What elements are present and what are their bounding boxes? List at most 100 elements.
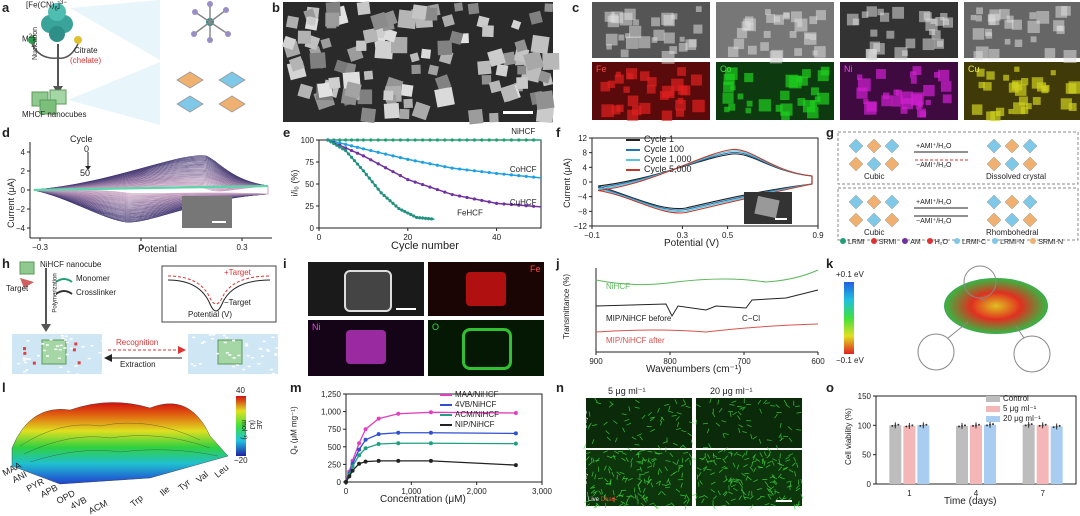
- panel-o-bar: [984, 425, 996, 484]
- panel-e-point: [350, 144, 353, 147]
- panel-j-ylabel: Transmittance (%): [562, 274, 571, 339]
- panel-f-inset-image: [744, 192, 792, 224]
- panel-e-point: [480, 170, 483, 173]
- panel-o-ytick: 0: [867, 480, 872, 489]
- panel-e-point: [406, 211, 409, 214]
- panel-e-point: [421, 183, 424, 186]
- panel-e-point: [414, 180, 417, 183]
- panel-n-live-dead: Live/Dead: [588, 497, 615, 503]
- panel-j-curve-2: [596, 290, 818, 316]
- panel-m-point: [429, 459, 433, 463]
- panel-o-legend-item: Control: [986, 394, 1041, 404]
- panel-o-xtick: 1: [907, 489, 912, 498]
- panel-e-point: [428, 185, 431, 188]
- panel-l-zlabel: ΔE (kJ mol⁻¹): [240, 420, 262, 440]
- panel-o-bar: [917, 425, 929, 484]
- panel-g-legend-item: SRMI: [871, 239, 897, 246]
- panel-d-cycle-end: 50: [80, 168, 90, 178]
- panel-e-point: [443, 165, 446, 168]
- panel-e-point: [465, 196, 468, 199]
- panel-g-top-up: +AMI⁺/H₂O: [916, 142, 951, 150]
- panel-e-point: [465, 168, 468, 171]
- panel-e-series-label: CuHCF: [510, 198, 537, 207]
- panel-e-point: [525, 175, 528, 178]
- panel-m-point: [396, 459, 400, 463]
- panel-m-point: [514, 411, 518, 415]
- panel-d-xlabel: Potential: [138, 244, 177, 255]
- panel-m-point: [377, 432, 381, 436]
- panel-j-series-1: NiHCF: [606, 282, 630, 291]
- svgM-ytick: 250: [328, 460, 342, 469]
- panel-e-point: [412, 214, 415, 217]
- panel-e-point: [362, 154, 365, 157]
- svgM-xtick: 2,000: [467, 487, 488, 496]
- panel-d-xtick: −0.3: [32, 243, 48, 252]
- svgM-xtick: 0: [344, 487, 349, 496]
- panel-m-point: [351, 465, 355, 469]
- panel-f-ytick: 8: [583, 149, 588, 158]
- panel-h-polymerization: Polymerization: [53, 273, 59, 312]
- panel-e-point: [399, 138, 402, 141]
- panel-f-xtick: 0.5: [722, 231, 734, 240]
- panel-e-point: [465, 138, 468, 141]
- panel-e-point: [391, 138, 394, 141]
- panel-o-xtick: 7: [1040, 489, 1045, 498]
- panel-e-point: [415, 216, 418, 219]
- panel-m-point: [344, 480, 348, 484]
- panel-h-potential: Potential (V): [188, 310, 232, 319]
- panel-g-top-left: Cubic: [864, 172, 884, 181]
- panel-g: +AMI⁺/H₂O −AMI⁺/H₂O Cubic Dissolved crys…: [836, 130, 1080, 256]
- panel-m-legend-item: NIP/NiHCF: [440, 420, 499, 430]
- panel-h-minus-target: −Target: [224, 298, 251, 307]
- panel-e-point: [525, 138, 528, 141]
- panel-n-cells: [586, 386, 802, 507]
- panel-k: +0.1 eV −0.1 eV: [836, 262, 1080, 378]
- panel-k-esp-surface: [836, 262, 1080, 378]
- panel-e-point: [400, 209, 403, 212]
- panel-m-xlabel: Concentration (μM): [380, 494, 466, 505]
- panel-label-b: b: [272, 0, 280, 15]
- panel-g-legend-item: H₂O: [927, 239, 948, 246]
- panel-e-point: [495, 172, 498, 175]
- panel-m-point: [364, 446, 368, 450]
- panel-e-point: [335, 144, 338, 147]
- panel-f-ytick: 0: [583, 178, 588, 187]
- panel-d-ytick: 4: [21, 148, 26, 157]
- panel-label-k: k: [826, 256, 833, 271]
- panel-a: [Fe(CN)6]3− M2+ Citrate (chelate) Nuclea…: [10, 0, 270, 125]
- panel-e-point: [371, 180, 374, 183]
- panel-j-xtick: 600: [811, 357, 825, 366]
- panel-m-point: [377, 442, 381, 446]
- panel-d-ytick: −2: [16, 205, 26, 214]
- panel-f-xlabel: Potential (V): [664, 238, 719, 249]
- svgM-ytick: 750: [328, 425, 342, 434]
- panel-m-point: [396, 412, 400, 416]
- panel-h-crosslinker: Crosslinker: [76, 288, 116, 297]
- panel-m-legend-item: ACM/NiHCF: [440, 410, 499, 420]
- panel-j-series-2: MIP/NiHCF before: [606, 314, 671, 323]
- panel-g-top-right: Dissolved crystal: [986, 172, 1046, 181]
- panel-e-point: [326, 138, 329, 141]
- panel-m-point: [357, 462, 361, 466]
- panel-e-point: [362, 147, 365, 150]
- panel-d-inset-image: [182, 196, 232, 228]
- panel-f-ytick: 4: [583, 163, 588, 172]
- panel-c-texture: [592, 2, 1080, 122]
- panel-e-point: [356, 152, 359, 155]
- panel-a-citrate: Citrate: [74, 46, 98, 55]
- panel-e-point: [394, 204, 397, 207]
- panel-i-map-ni: [308, 320, 424, 376]
- panel-c-label-fe: Fe: [596, 64, 607, 74]
- panel-e-point: [451, 167, 454, 170]
- panel-d-ylabel: Current (μA): [6, 178, 16, 228]
- panel-o-bar: [970, 425, 982, 484]
- svgE-xtick: 0: [317, 233, 322, 242]
- panel-c-label-cu: Cu: [968, 64, 980, 74]
- panel-j-xtick: 900: [589, 357, 603, 366]
- panel-m-ylabel: Qₑ (μM mg⁻¹): [290, 406, 299, 454]
